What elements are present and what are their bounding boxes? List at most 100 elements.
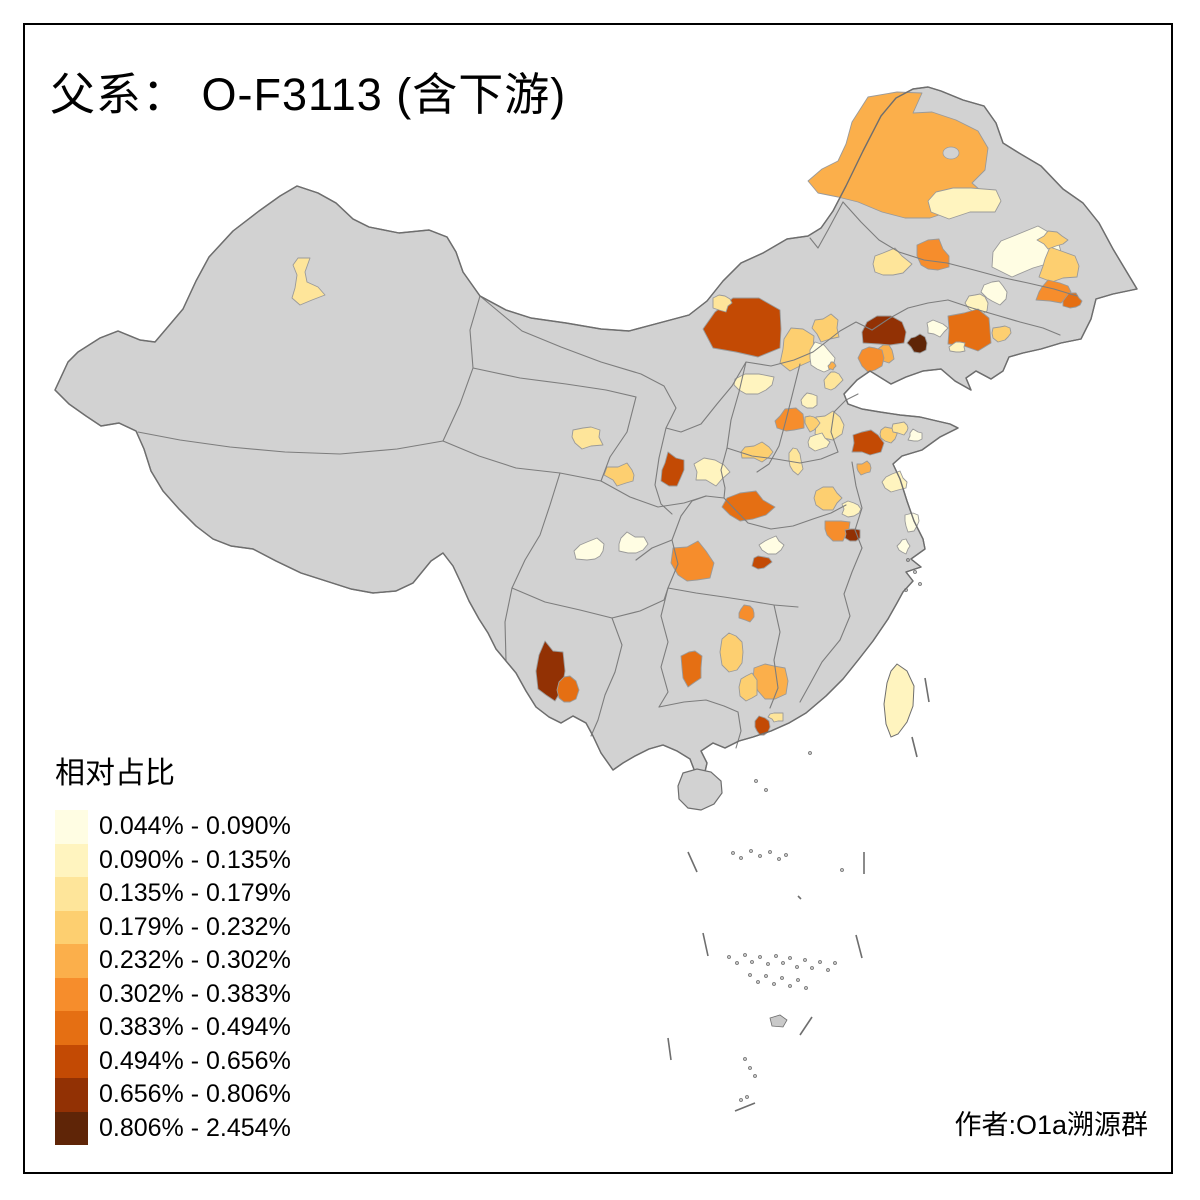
prefecture-region [291,257,326,306]
hainan-island [677,768,723,811]
island-dot [753,1074,757,1078]
prefecture-region [824,520,851,542]
prefecture-region [861,315,907,346]
legend-swatch [55,810,88,844]
province-border [809,201,844,249]
prefecture-region [779,327,815,372]
legend-item: 0.179% - 0.232% [55,910,385,944]
island-dot [766,962,770,966]
prefecture-region [670,540,715,582]
island-dot [810,966,814,970]
island-dot [739,1098,743,1102]
prefecture-region [851,429,885,456]
province-border [472,367,637,398]
prefecture-region [896,538,911,555]
island-dot [804,986,808,990]
prefecture-region [1062,292,1083,309]
island-dot [818,960,822,964]
island-dot [748,973,752,977]
prefecture-region [827,361,837,371]
prefecture-region [754,715,771,736]
prefecture-region [712,294,733,313]
island-dot [743,1057,747,1061]
island-dot [772,982,776,986]
legend-label: 0.179% - 0.232% [99,912,291,941]
legend-label: 0.806% - 2.454% [99,1113,291,1142]
prefecture-region [823,371,844,391]
legend-item: 0.090% - 0.135% [55,843,385,877]
prefecture-region [813,486,843,511]
island-dot [906,558,910,562]
province-border [511,587,613,619]
prefecture-region [841,500,862,518]
island-dot [774,954,778,958]
island-dot [768,850,772,854]
island-dot [803,958,807,962]
island-dot [840,868,844,872]
prefecture-region [857,346,885,373]
prefecture-region [881,470,908,493]
province-border [658,587,669,708]
island-dash [667,1037,672,1061]
province-border [442,440,602,482]
attribution-text: 作者:O1a溯源群 [954,1110,1148,1140]
prefecture-region [906,333,928,354]
island-dash [855,934,863,959]
prefecture-region [844,528,861,542]
province-border [756,363,801,473]
prefecture-region [807,432,831,452]
island-dot [727,955,731,959]
prefecture-region [800,392,818,409]
legend-label: 0.383% - 0.494% [99,1013,291,1041]
province-border [851,461,863,549]
province-border [654,427,673,515]
island-dot [748,1066,752,1070]
island-dot [735,961,739,965]
province-border [600,396,637,482]
prefecture-region [947,308,992,352]
island-dot [788,956,792,960]
province-border [799,639,841,703]
island-dash [734,1102,756,1112]
legend-title: 相对占比 [55,757,175,790]
island-dash [799,1016,813,1036]
island-dash [687,851,698,873]
island-dot [745,1095,749,1099]
province-border [769,604,781,709]
island-dot [739,856,743,860]
legend-label: 0.090% - 0.135% [99,845,291,874]
legend-swatch [55,1011,88,1045]
prefecture-region [948,341,966,353]
island-dot [833,961,837,965]
legend-item: 0.044% - 0.090% [55,810,385,844]
island-dot [754,779,758,783]
prefecture-region [804,415,821,433]
prefecture-region [856,460,872,476]
prefecture-region [751,555,773,570]
prefecture-region [907,428,923,442]
island-dot [764,788,768,792]
prefecture-region [980,280,1008,306]
island-dot [780,976,784,980]
prefecture-region [733,373,775,395]
prefecture-region [618,531,649,554]
province-border [839,547,863,641]
province-border [842,201,948,264]
island-dash [911,736,918,758]
sea-islet [769,1014,788,1028]
island-dot [904,588,908,592]
taiwan-island [883,663,915,738]
legend-swatch [55,1078,88,1112]
prefecture-region [738,672,758,702]
prefecture-region [774,407,805,432]
province-border [504,472,561,662]
legend-item: 0.494% - 0.656% [55,1044,385,1078]
legend-swatch [55,1111,88,1145]
prefecture-region [571,426,604,450]
legend-item: 0.232% - 0.302% [55,944,385,978]
legend-item: 0.656% - 0.806% [55,1078,385,1112]
prefecture-region [693,457,731,487]
island-dot [784,853,788,857]
